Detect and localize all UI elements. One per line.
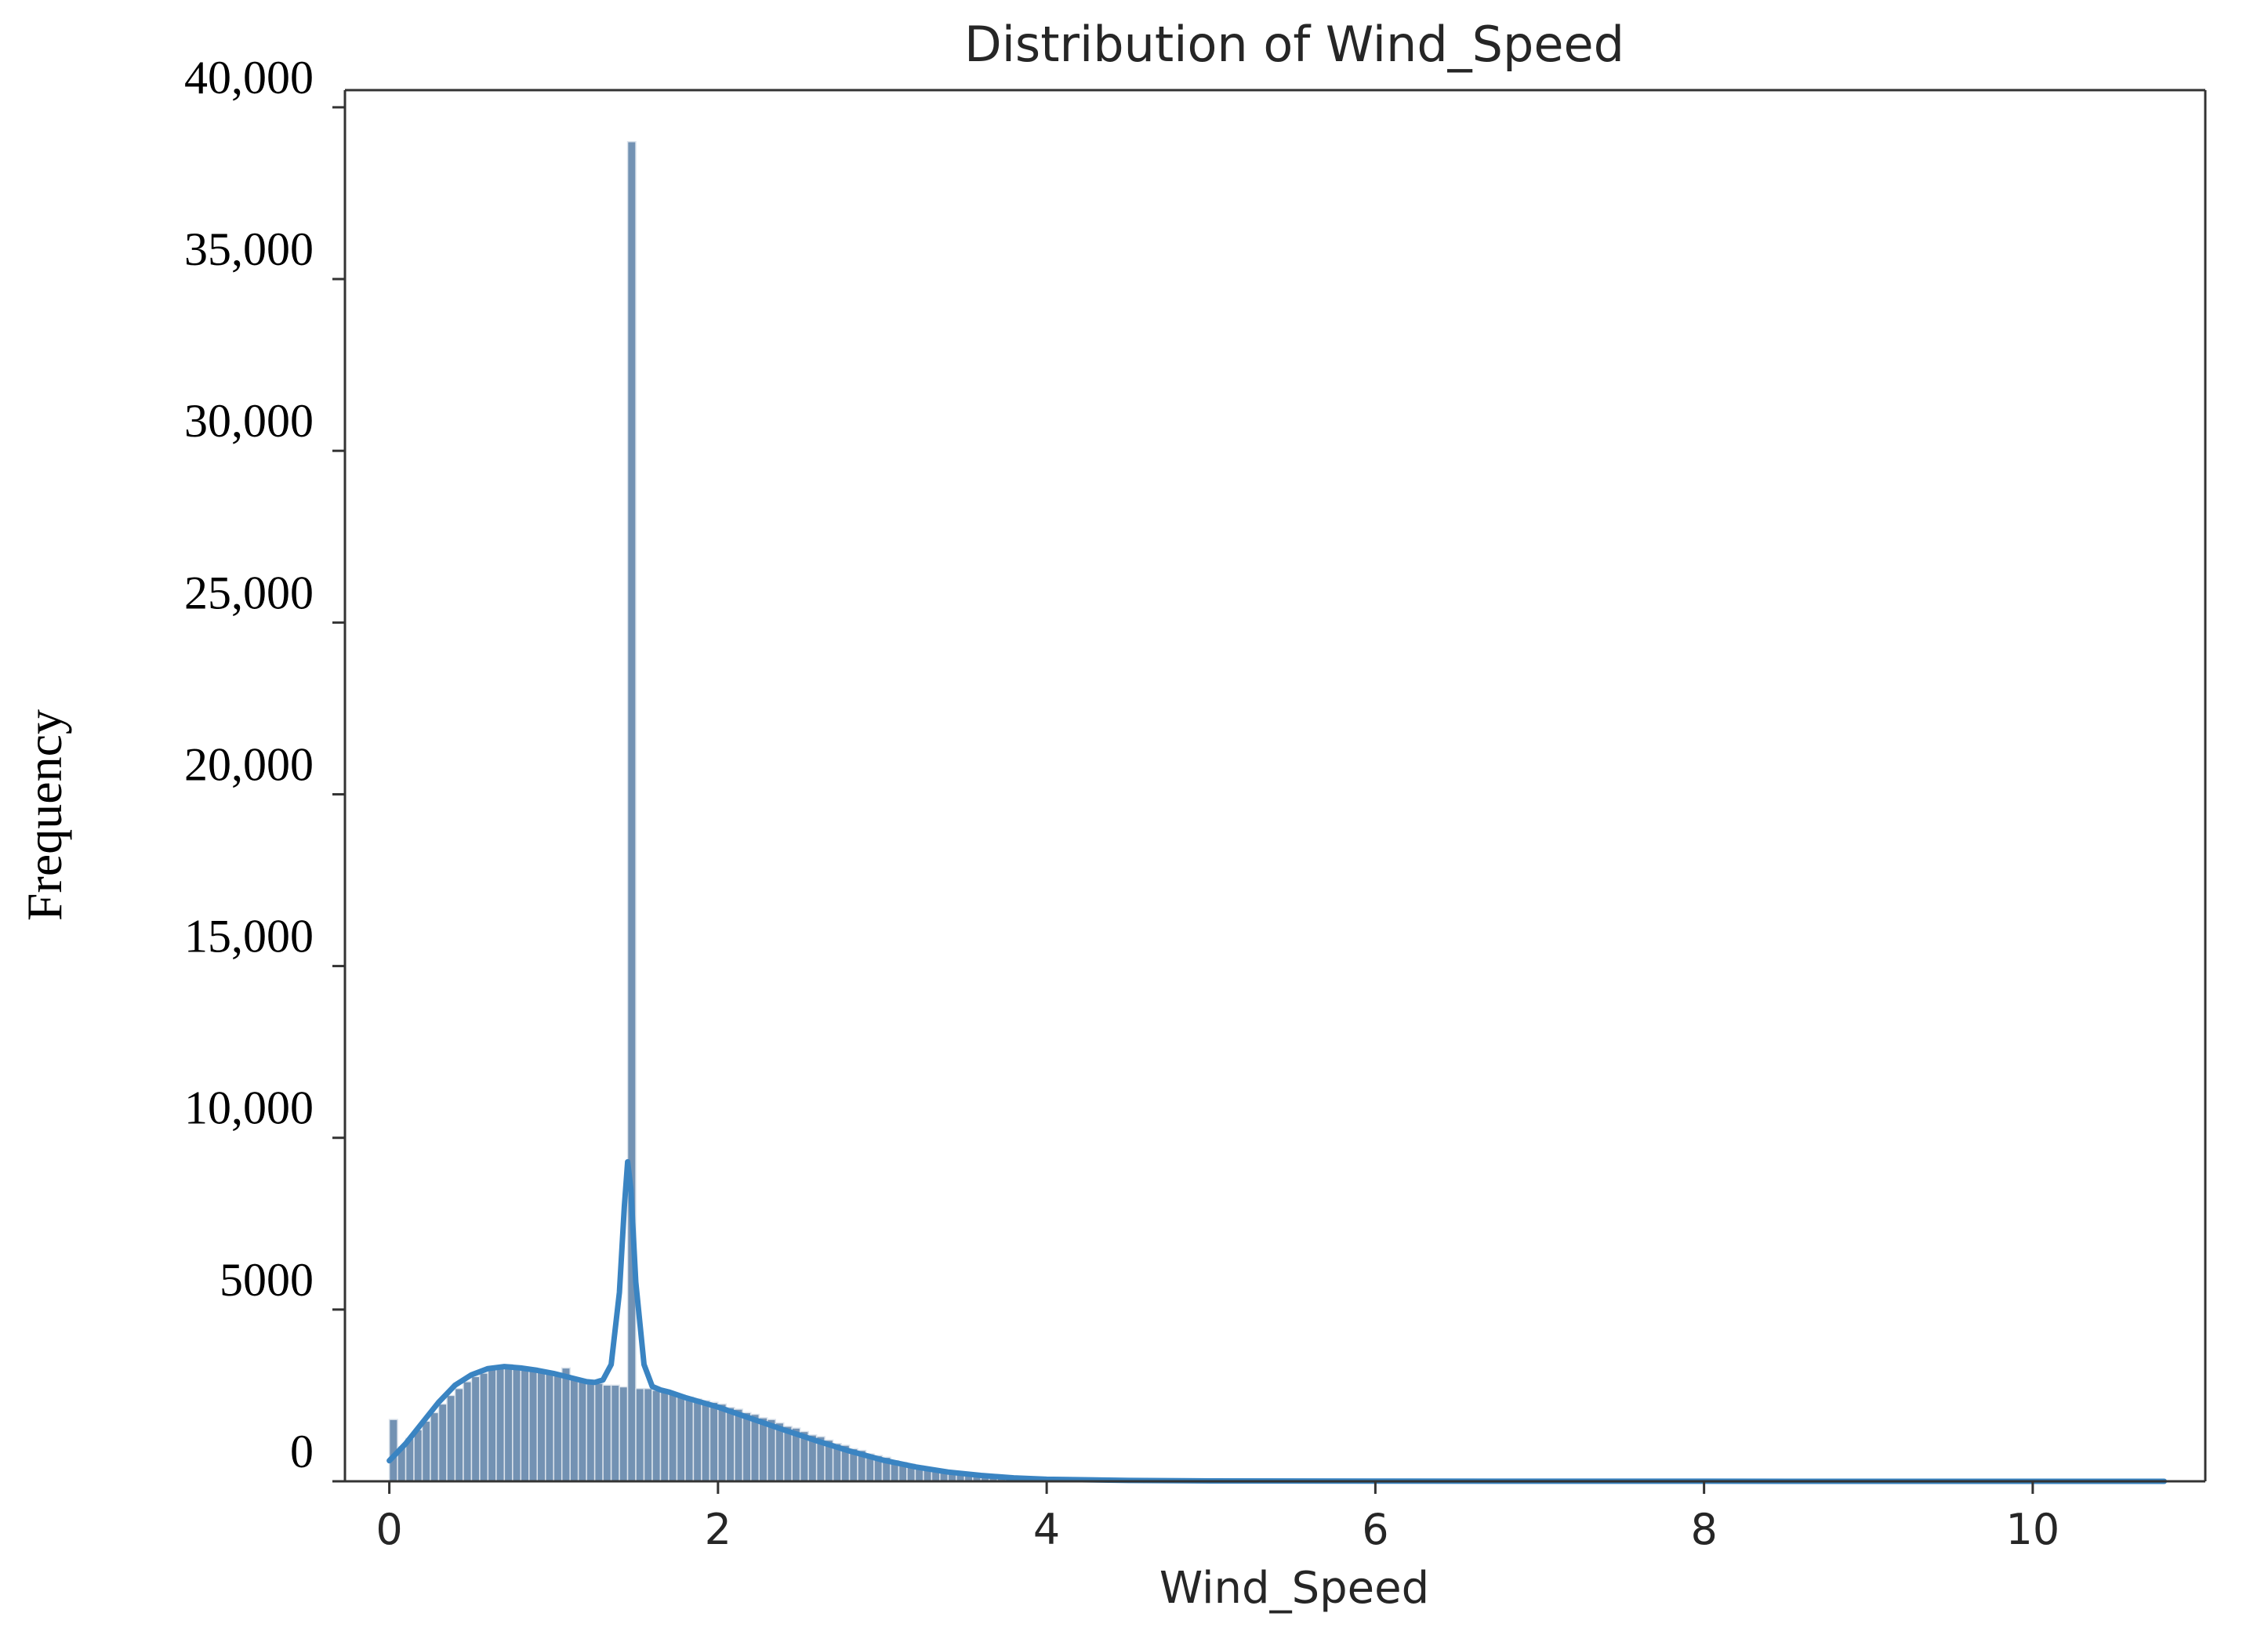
histogram-bar	[717, 1403, 728, 1482]
histogram-bar	[413, 1429, 423, 1482]
kde-line	[386, 1158, 2168, 1484]
histogram-bar	[643, 1387, 653, 1482]
histogram-bar	[569, 1377, 579, 1482]
y-axis-label: Frequency	[16, 709, 72, 921]
x-tick-label: 6	[1362, 1505, 1388, 1554]
histogram-bar	[577, 1379, 587, 1482]
axes	[343, 89, 2207, 1483]
histogram-bar	[520, 1368, 530, 1482]
histogram-bar	[668, 1393, 678, 1482]
x-axis-label: Wind_Speed	[1159, 1563, 1429, 1614]
x-tick-label: 2	[705, 1505, 731, 1554]
histogram-bar	[437, 1403, 448, 1482]
histogram-bar	[487, 1368, 497, 1482]
histogram-bar	[528, 1368, 539, 1482]
histogram-bar	[553, 1374, 563, 1482]
histogram-bar	[750, 1413, 760, 1482]
histogram-bar	[725, 1407, 735, 1482]
y-tick-label: 15,000	[184, 911, 314, 962]
y-tick-label: 40,000	[184, 52, 314, 103]
y-tick-label: 20,000	[184, 738, 314, 790]
histogram-bar	[659, 1391, 670, 1482]
histogram-bar	[610, 1384, 620, 1482]
histogram-bar	[544, 1372, 554, 1482]
histogram-bar	[742, 1412, 752, 1482]
kde-curve-layer	[386, 1158, 2168, 1484]
histogram-bar	[512, 1367, 522, 1482]
histogram-bar	[676, 1394, 686, 1482]
histogram-bar	[684, 1396, 695, 1482]
x-tick-label: 0	[376, 1505, 402, 1554]
x-tick-label: 8	[1690, 1505, 1717, 1554]
histogram-bar	[619, 1386, 629, 1482]
histogram-bar	[463, 1381, 473, 1482]
histogram-bar	[734, 1408, 744, 1482]
histogram-bar	[561, 1367, 571, 1482]
histogram-bar	[586, 1381, 596, 1482]
histogram-bar	[692, 1398, 702, 1482]
histogram-bar	[430, 1412, 440, 1482]
histogram-bar	[446, 1394, 456, 1482]
histogram-bars	[388, 140, 1138, 1482]
histogram-bar	[495, 1367, 506, 1482]
y-axis-ticks: 0 5000 10,000 15,000 20,000 25,000 30,000 35,00…	[184, 52, 345, 1483]
chart-title: Distribution of Wind_Speed	[964, 16, 1624, 73]
histogram-bar	[701, 1400, 711, 1482]
y-tick-label: 35,000	[184, 223, 314, 275]
histogram-bar	[709, 1401, 719, 1482]
x-axis-ticks: 0 2 4 6 8 10	[376, 1481, 2059, 1554]
y-tick-label: 30,000	[184, 395, 314, 447]
histogram-bar	[503, 1364, 513, 1482]
y-tick-label: 10,000	[184, 1082, 314, 1134]
y-tick-label: 0	[290, 1426, 314, 1477]
y-tick-label: 5000	[220, 1254, 314, 1306]
histogram-bar	[602, 1384, 612, 1482]
histogram-bar	[651, 1390, 662, 1482]
histogram-bar	[470, 1375, 481, 1482]
histogram-bar	[479, 1372, 489, 1482]
histogram-bar	[536, 1371, 546, 1482]
histogram-bar	[593, 1383, 604, 1482]
y-tick-label: 25,000	[184, 567, 314, 618]
histogram-bar	[421, 1420, 431, 1482]
histogram-bar	[635, 1387, 645, 1482]
histogram-bar	[758, 1417, 768, 1482]
histogram-bar	[454, 1387, 464, 1482]
x-tick-label: 4	[1033, 1505, 1060, 1554]
x-tick-label: 10	[2006, 1505, 2060, 1554]
